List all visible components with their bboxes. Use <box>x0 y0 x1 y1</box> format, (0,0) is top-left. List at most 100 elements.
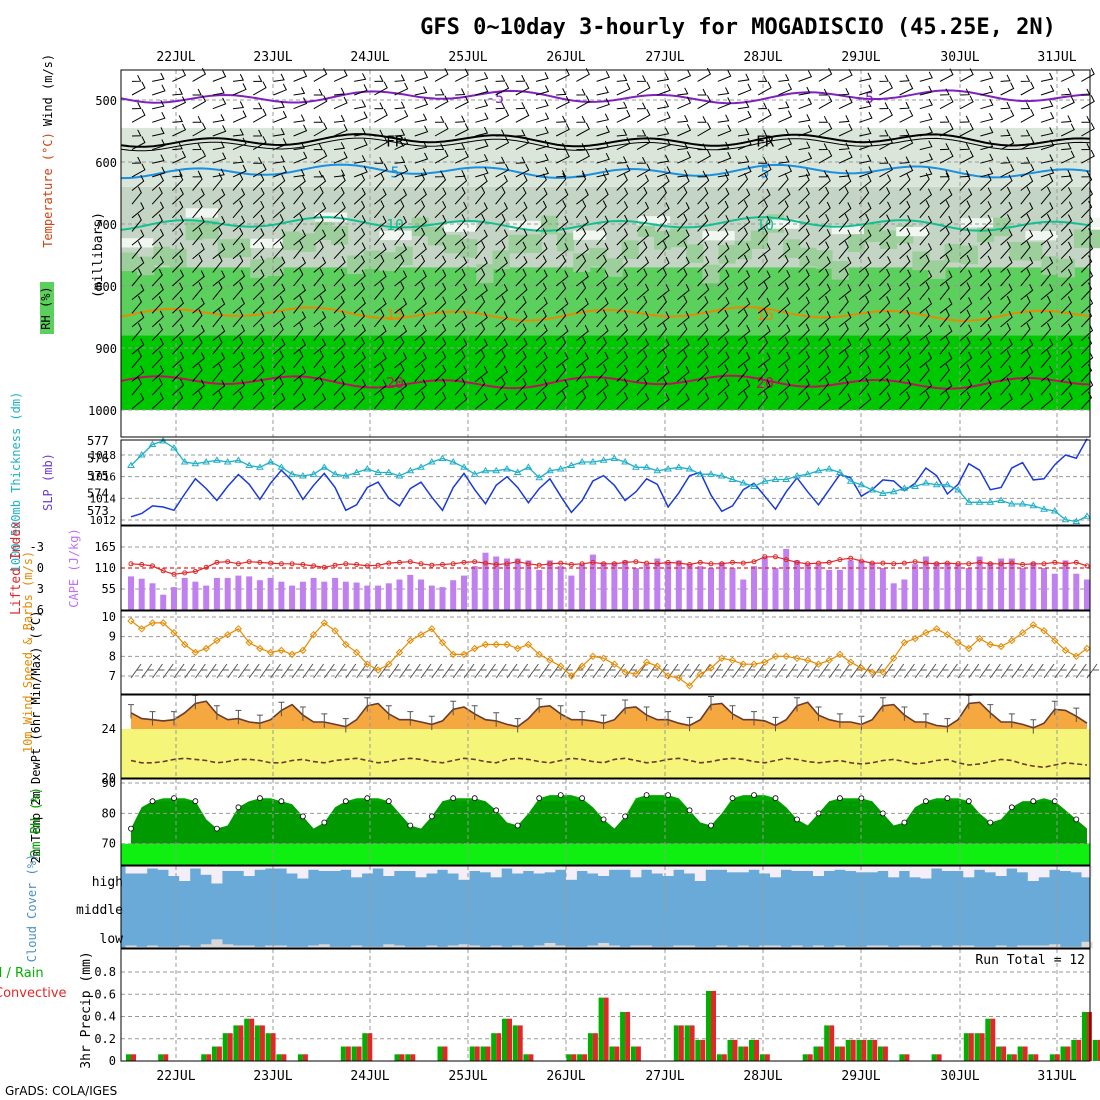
cloud-low-bar-45 <box>608 945 620 948</box>
thickness-marker-23 <box>374 468 382 475</box>
cloud-high-gap-52 <box>684 866 696 874</box>
wind-barb-559 <box>576 188 589 205</box>
wind-barb-1173 <box>1060 378 1073 396</box>
wind-barb-837 <box>798 228 810 246</box>
precip-rain-bar-55 <box>716 1054 722 1061</box>
wind-barb-291 <box>353 282 366 300</box>
wind10-barb-0 <box>130 663 143 679</box>
wind-barb-501 <box>535 85 550 96</box>
cloud-low-bar-73 <box>909 945 921 948</box>
wind-barb-448 <box>475 377 486 396</box>
li-marker-32 <box>472 559 478 565</box>
wind-barb-1105 <box>1020 136 1035 151</box>
wind-barb-235 <box>313 202 327 219</box>
rh-patch-10 <box>282 231 300 251</box>
wind-barb-1043 <box>959 309 971 328</box>
precip-rain-bar-12 <box>254 1025 260 1061</box>
wind10-marker-54 <box>707 664 715 672</box>
wind-barb-1101 <box>1020 81 1035 96</box>
wind-barb-1026 <box>960 88 970 96</box>
cloud-low-bar-64 <box>813 945 824 948</box>
wind-barb-401 <box>455 88 466 96</box>
rh-patch-30 <box>605 258 623 277</box>
precip-conv-bar-26 <box>410 1054 416 1061</box>
wind10-marker-4 <box>170 628 178 637</box>
wind-barb-46 <box>151 350 164 369</box>
thickness-marker-24 <box>384 468 393 475</box>
cloud-high-gap-22 <box>361 866 373 874</box>
wind-barb-319 <box>374 324 387 341</box>
cloud-high-gap-70 <box>877 866 889 871</box>
wind-barb-5 <box>131 136 146 151</box>
wind-barb-1068 <box>980 310 992 328</box>
wind-barb-483 <box>515 174 528 191</box>
wind-barb-423 <box>454 377 466 396</box>
cape-bar-83 <box>1019 568 1026 610</box>
wind-barb-851 <box>818 88 829 96</box>
date-tick-top-2: 24JUL <box>350 50 389 65</box>
wind10-barb-31 <box>463 663 476 679</box>
thickness-marker-45 <box>610 454 619 461</box>
wind-barb-961 <box>899 215 912 232</box>
cloud-ylabel: Cloud Cover (%) <box>25 854 39 962</box>
wind-barb-807 <box>778 165 793 178</box>
rh-patch-51 <box>944 243 962 263</box>
precip-rain-bar-56 <box>727 1039 733 1061</box>
wind10-marker-72 <box>900 638 909 647</box>
xsec-ylabel: (millibars) <box>91 212 106 298</box>
wind-barb-165 <box>252 269 265 287</box>
cloud-high-gap-9 <box>222 866 234 871</box>
wind-barb-453 <box>495 109 510 123</box>
grads-credit: GrADS: COLA/IGES <box>5 1084 117 1098</box>
wind-barb-294 <box>353 324 366 341</box>
wind-barb-326 <box>394 82 409 96</box>
thick-ytick-0: 577 <box>87 434 109 448</box>
thickness-marker-9 <box>223 458 232 465</box>
wind-barb-255 <box>333 142 346 151</box>
thickness-marker-89 <box>1083 512 1091 519</box>
wind-barb-403 <box>455 115 466 123</box>
cloud-frame <box>120 865 1091 949</box>
wind-barb-348 <box>394 379 408 396</box>
wind-barb-914 <box>858 256 872 273</box>
rh-patch-8 <box>250 259 268 278</box>
wind-barb-983 <box>919 172 930 191</box>
wind-barb-118 <box>212 309 223 328</box>
cloud-low-bar-58 <box>748 946 760 949</box>
wind-barb-1119 <box>1020 322 1031 341</box>
wind-barb-1120 <box>1020 338 1034 355</box>
cloud-high-gap-2 <box>147 866 158 869</box>
wind-barb-606 <box>616 156 628 164</box>
wind-barb-493 <box>515 310 528 328</box>
wind10-marker-39 <box>546 656 554 665</box>
wind-barb-977 <box>919 98 933 110</box>
wind-barb-161 <box>252 214 265 232</box>
thickness-marker-15 <box>288 470 296 477</box>
wind-barb-1077 <box>1000 101 1011 110</box>
rh2m-marker-82 <box>1008 804 1015 811</box>
wind10-barb-18 <box>323 663 337 679</box>
wind-barb-673 <box>656 377 667 396</box>
wind-barb-603 <box>616 109 631 123</box>
thickness-marker-11 <box>245 461 254 468</box>
temp-legend-label: Temperature (°C) <box>41 132 55 248</box>
wind10-barb-14 <box>280 663 294 679</box>
wind-barb-168 <box>252 310 265 328</box>
wind-barb-787 <box>757 227 768 246</box>
wind-barb-189 <box>273 256 286 273</box>
wind-barb-1053 <box>980 112 994 123</box>
cape-bar-72 <box>901 579 908 610</box>
precip-rain-bar-88 <box>1071 1039 1077 1061</box>
wind-barb-686 <box>677 213 688 232</box>
wind-barb-1179 <box>1081 122 1095 137</box>
precip-conv-bar-14 <box>281 1054 287 1061</box>
wind-barb-442 <box>475 295 486 314</box>
precip-conv-bar-56 <box>732 1039 738 1061</box>
isotherm-plus20 <box>120 374 1091 390</box>
wind10-marker-28 <box>428 625 436 633</box>
wind-barb-537 <box>555 227 567 246</box>
cloud-high-gap-12 <box>254 866 266 870</box>
wind-barb-721 <box>697 350 709 369</box>
wind10-marker-49 <box>653 662 662 670</box>
wind-barb-782 <box>757 163 772 178</box>
